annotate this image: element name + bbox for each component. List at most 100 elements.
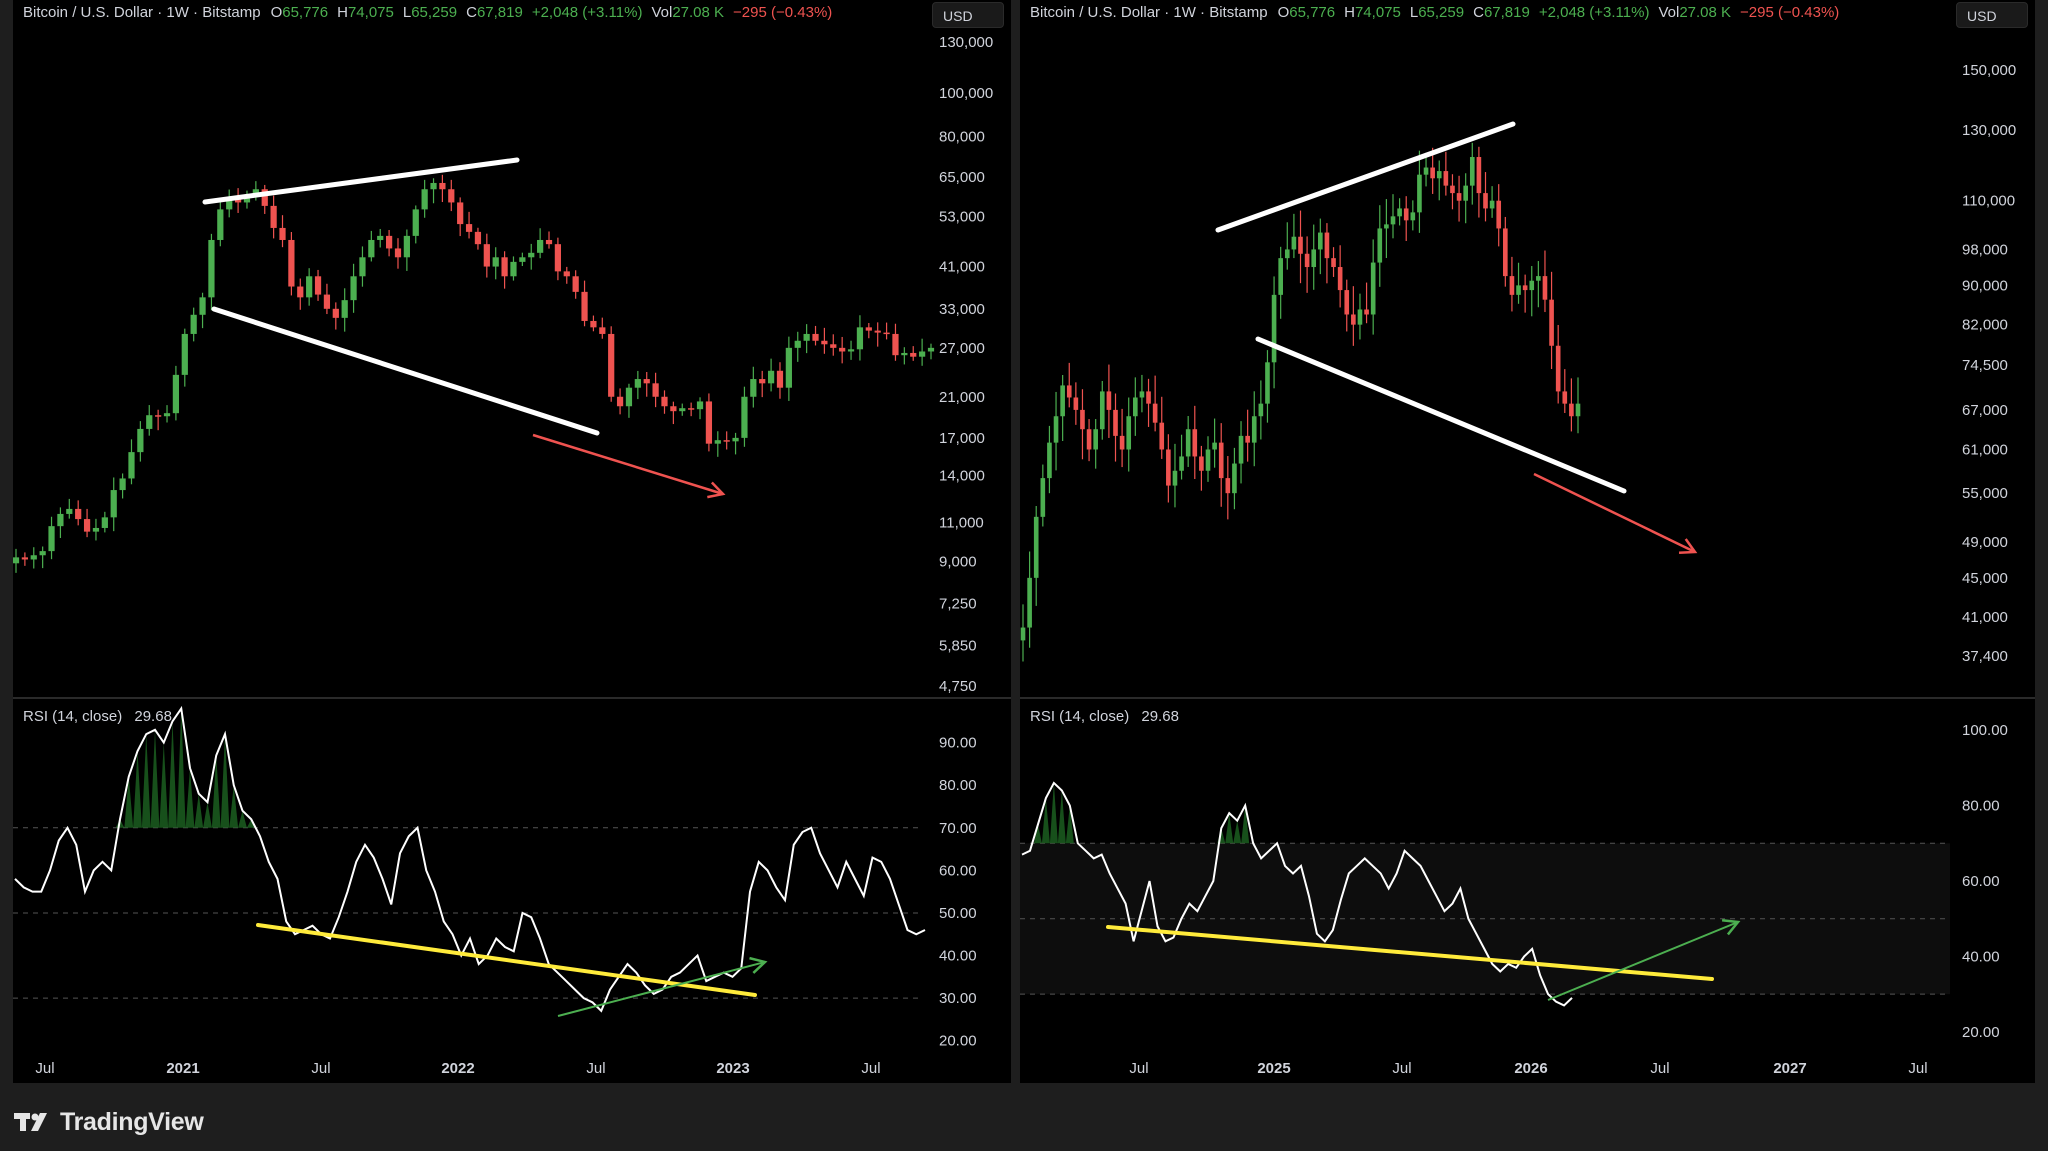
candle-body (1397, 208, 1402, 217)
high-label: H (337, 4, 348, 21)
vol-label: Vol (651, 4, 673, 21)
candle-body (465, 224, 473, 232)
candle-body (1542, 276, 1548, 300)
price-axis-tick: 27,000 (939, 340, 985, 357)
left-chart-panel[interactable]: 130,000 100,000 80,000 65,000 53,000 41,000 33… (13, 0, 1011, 1083)
low-label: L (1409, 4, 1419, 21)
candle-body (279, 227, 286, 240)
candle-body (199, 297, 206, 315)
candle-body (30, 555, 37, 560)
price-axis-tick: 82,000 (1962, 317, 2008, 334)
candle-body (892, 333, 899, 356)
time-axis-tick: 2021 (166, 1060, 199, 1077)
candle-body (492, 257, 499, 267)
currency-selector[interactable]: USD (932, 2, 1004, 28)
candle-body (341, 300, 348, 318)
candle-body (839, 347, 846, 352)
bearish-arrow (1533, 472, 1696, 554)
candle-body (163, 413, 171, 417)
candle-body (1503, 228, 1508, 277)
candle-body (306, 276, 313, 298)
candle-body (1099, 391, 1105, 430)
candle-body (48, 526, 55, 552)
candle-body (1536, 276, 1541, 281)
candle-body (243, 195, 251, 203)
rsi-legend: RSI (14, close) 29.68 (1030, 708, 1179, 725)
price-axis-tick: 65,000 (939, 169, 985, 186)
candle-body (714, 440, 721, 444)
candle-body (510, 261, 517, 277)
candle-body (1192, 429, 1198, 457)
time-axis-tick: 2022 (441, 1060, 474, 1077)
candle-body (1489, 200, 1495, 209)
brand-footer[interactable]: TradingView (14, 1105, 204, 1139)
candle-body (519, 257, 526, 262)
right-chart-canvas[interactable]: 150,000 130,000 110,000 98,000 90,000 82,000 7… (1020, 0, 2035, 1083)
price-trendline (211, 306, 600, 436)
candle-body (1417, 174, 1422, 213)
candle-body (776, 370, 784, 388)
candle-body (1093, 429, 1098, 450)
candle-body (217, 209, 224, 240)
vol-change-value: −295 (−0.43%) (733, 4, 833, 21)
candle-body (643, 379, 650, 384)
candle-body (1205, 449, 1211, 471)
candle-body (1119, 435, 1125, 450)
price-axis-tick: 37,400 (1962, 648, 2008, 665)
candle-body (1020, 627, 1026, 641)
candle-body (1364, 309, 1369, 315)
time-axis-tick: 2023 (716, 1060, 749, 1077)
price-axis-tick: 33,000 (939, 301, 985, 318)
candle-body (1212, 442, 1217, 450)
bearish-arrow (532, 433, 724, 496)
candle-body (483, 244, 490, 267)
candle-body (457, 202, 464, 225)
candle-body (1106, 391, 1112, 410)
rsi-overbought-fill (1033, 782, 1250, 844)
candle-body (1133, 397, 1138, 417)
candle-body (39, 551, 46, 556)
open-value: 65,776 (1289, 4, 1336, 21)
candle-body (261, 189, 268, 206)
rsi-line (1021, 781, 1573, 1007)
price-axis-tick: 41,000 (939, 259, 985, 276)
vol-change-value: −295 (−0.43%) (1740, 4, 1840, 21)
candle-body (1284, 249, 1290, 259)
candle-body (412, 209, 419, 236)
candle-body (288, 239, 295, 287)
candle-body (394, 248, 402, 258)
symbol-title: Bitcoin / U.S. Dollar · 1W · Bitstamp (23, 4, 261, 21)
candle-body (1443, 171, 1449, 186)
candle-body (314, 276, 322, 295)
right-chart-panel[interactable]: 150,000 130,000 110,000 98,000 90,000 82,000 7… (1020, 0, 2035, 1083)
candle-body (1337, 267, 1343, 291)
candle-body (759, 379, 766, 384)
candle-body (190, 314, 197, 334)
candle-body (252, 189, 259, 196)
candle-body (661, 396, 668, 407)
candle-body (83, 519, 91, 532)
price-axis-tick: 49,000 (1962, 534, 2008, 551)
rsi-axis-tick: 50.00 (939, 905, 977, 922)
price-trendline (1255, 336, 1627, 494)
candle-body (794, 340, 801, 348)
candle-body (403, 235, 410, 258)
currency-selector[interactable]: USD (1956, 2, 2028, 28)
candle-body (732, 437, 739, 442)
candle-body (865, 327, 872, 331)
rsi-axis-tick: 40.00 (939, 948, 977, 965)
candle-body (1384, 224, 1389, 229)
candle-body (1251, 416, 1257, 443)
candle-body (155, 415, 162, 417)
price-axis-tick: 7,250 (939, 596, 977, 613)
candle-body (856, 327, 864, 350)
rsi-value: 29.68 (1141, 708, 1179, 725)
left-chart-canvas[interactable]: 130,000 100,000 80,000 65,000 53,000 41,000 33… (13, 0, 1011, 1083)
candle-body (1146, 391, 1151, 404)
change-value: +2,048 (+3.11%) (531, 4, 643, 21)
candle-body (368, 239, 375, 258)
candle-body (1245, 435, 1250, 443)
candle-body (537, 239, 544, 253)
time-axis-tick: 2027 (1773, 1060, 1806, 1077)
low-value: 65,259 (411, 4, 458, 21)
